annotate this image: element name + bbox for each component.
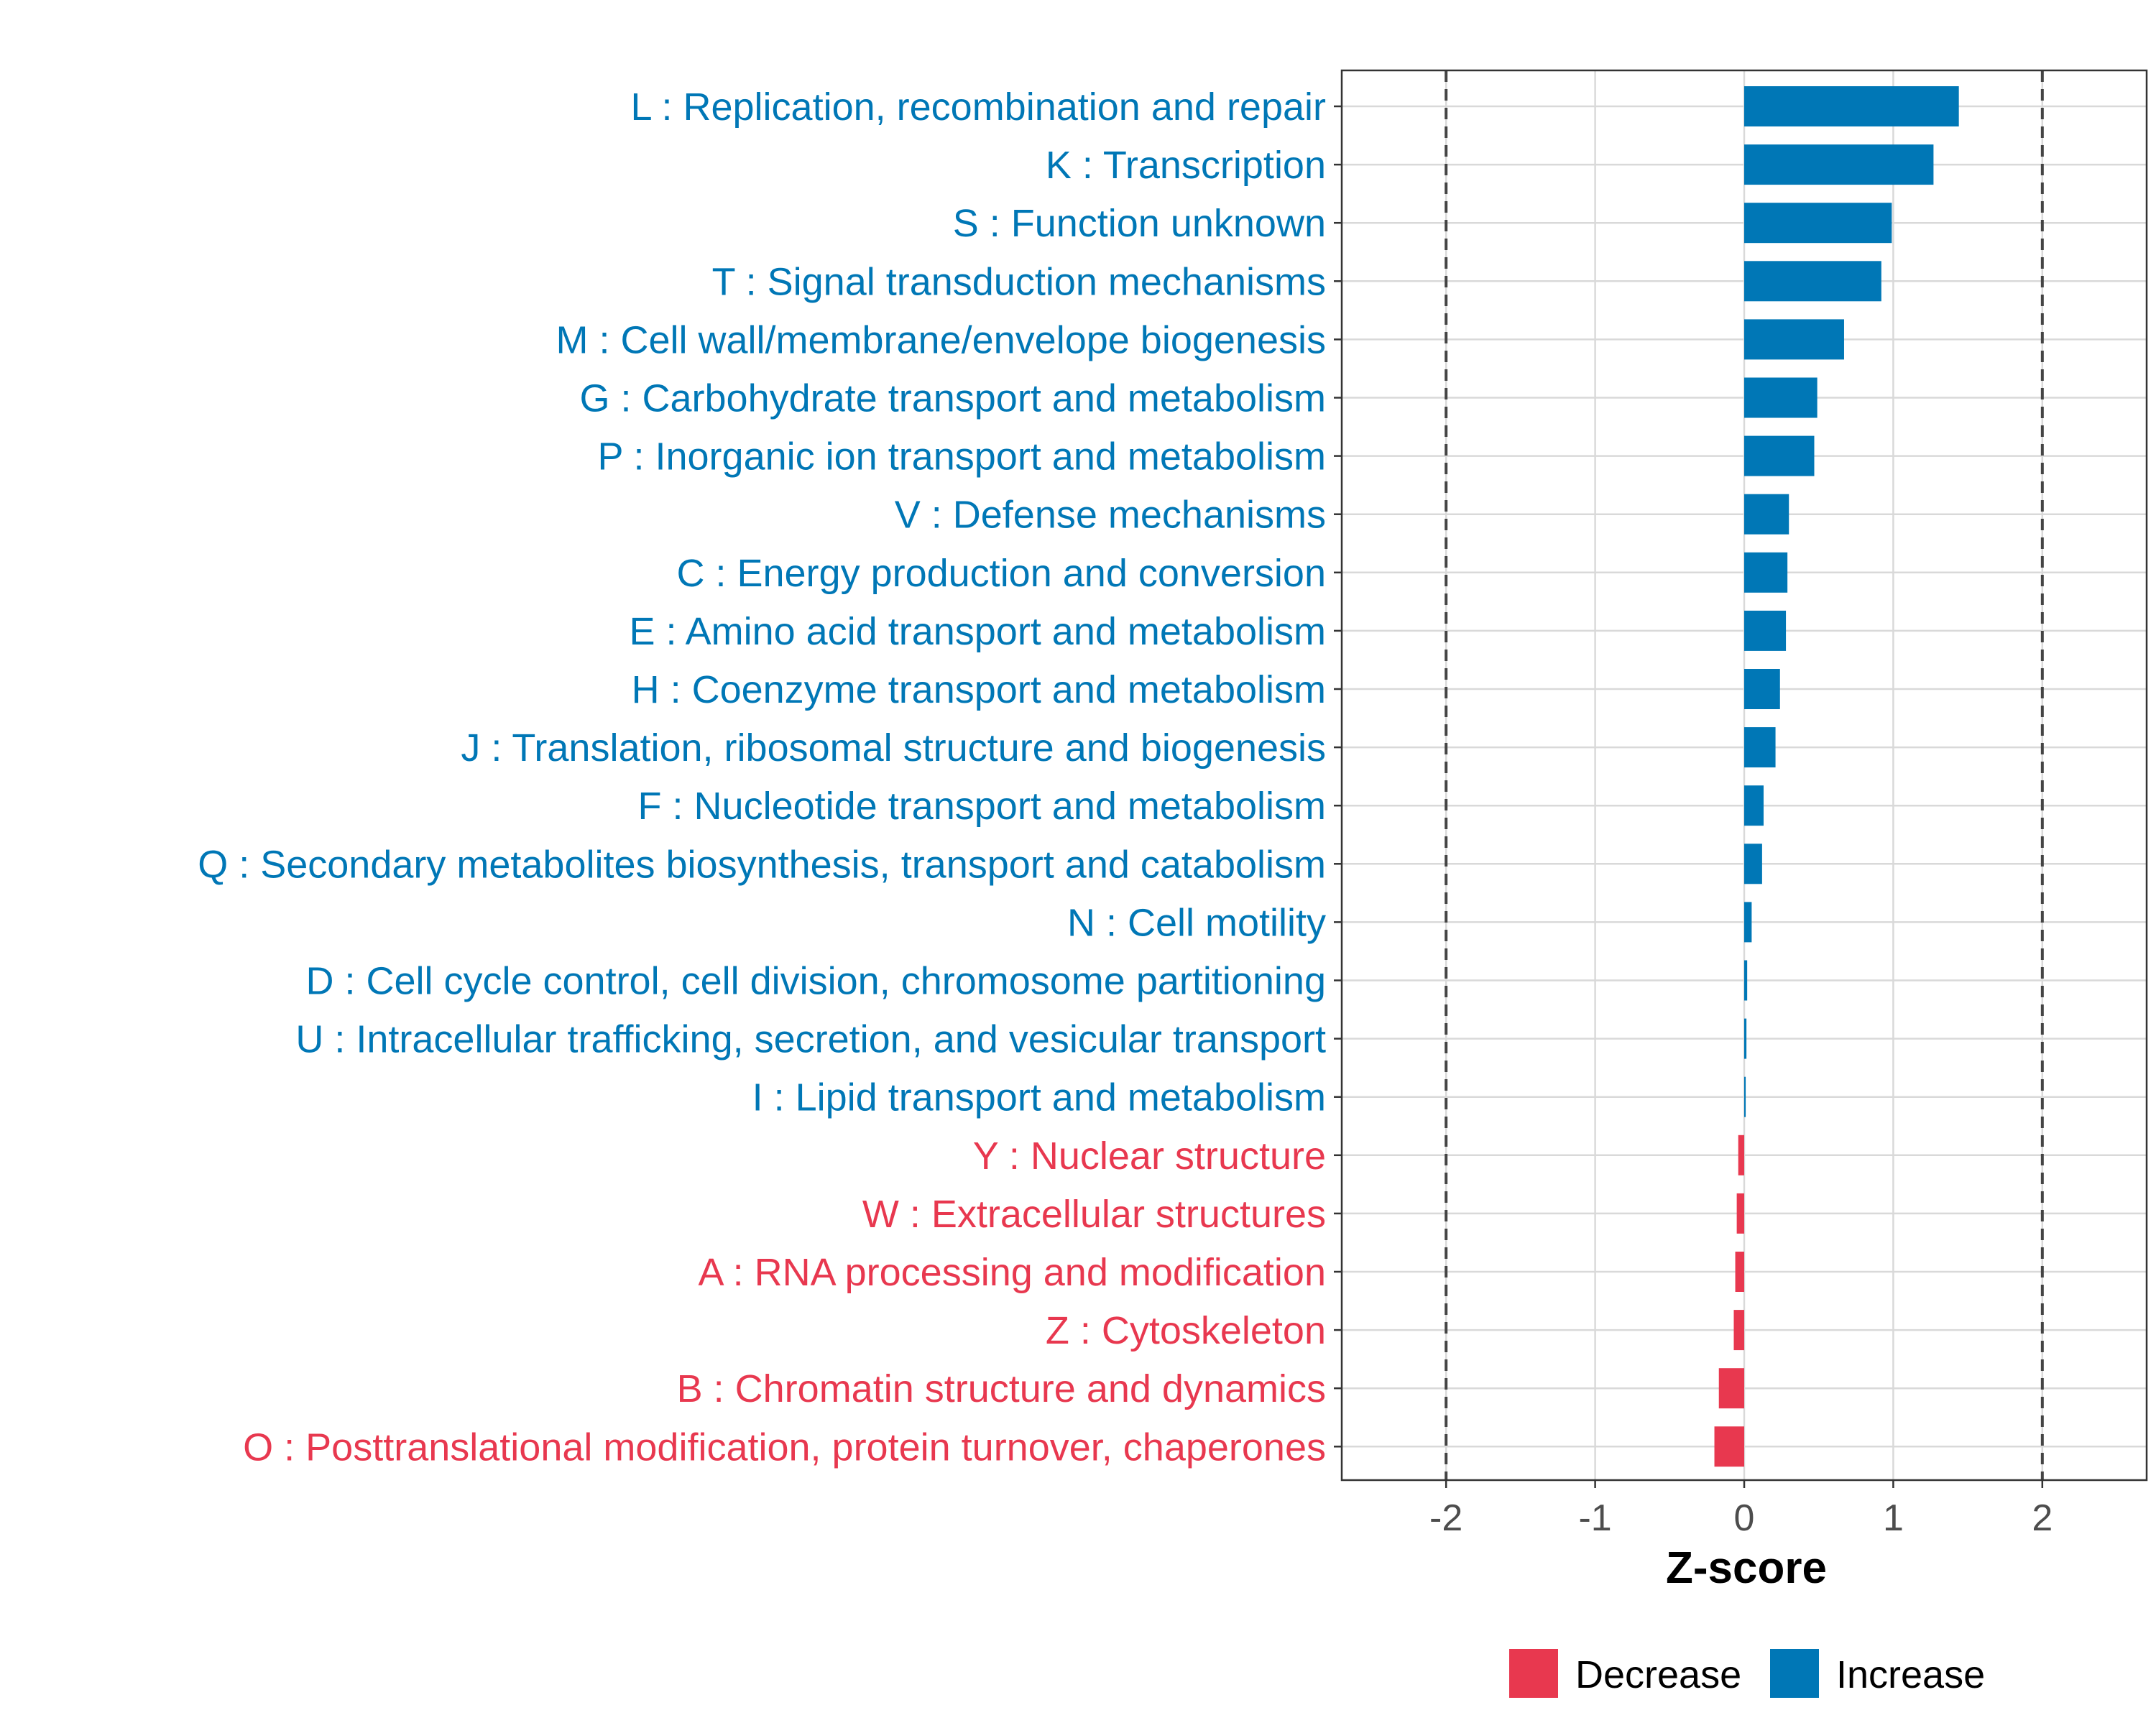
bar <box>1744 435 1815 476</box>
category-label: C : Energy production and conversion <box>676 552 1326 595</box>
bar <box>1744 1018 1747 1059</box>
reference-lines <box>1445 70 2044 1480</box>
category-label: J : Translation, ribosomal structure and… <box>461 726 1326 770</box>
bar <box>1733 1310 1744 1351</box>
legend-label: Increase <box>1836 1653 1985 1696</box>
bar-layer <box>1714 86 1959 1467</box>
category-label: O : Posttranslational modification, prot… <box>243 1426 1326 1469</box>
category-label: E : Amino acid transport and metabolism <box>630 610 1326 653</box>
category-label: K : Transcription <box>1046 144 1326 187</box>
y-axis: L : Replication, recombination and repai… <box>198 86 1342 1469</box>
x-tick-label: -2 <box>1429 1497 1462 1539</box>
bar <box>1744 552 1788 593</box>
category-label: H : Coenzyme transport and metabolism <box>632 668 1326 711</box>
bar <box>1744 144 1934 185</box>
bar <box>1735 1252 1744 1292</box>
category-label: M : Cell wall/membrane/envelope biogenes… <box>556 318 1326 361</box>
legend: Decrease Increase <box>1509 1649 1985 1698</box>
bar <box>1744 844 1762 884</box>
legend-key <box>1509 1649 1558 1698</box>
category-label: F : Nucleotide transport and metabolism <box>638 785 1326 828</box>
x-tick-label: -1 <box>1578 1497 1611 1539</box>
bar <box>1736 1193 1744 1234</box>
x-axis: -2 -1 0 1 2 <box>1429 1480 2053 1539</box>
bar <box>1744 494 1789 535</box>
category-label: Y : Nuclear structure <box>973 1135 1326 1178</box>
category-label: S : Function unknown <box>953 202 1326 245</box>
bar <box>1744 902 1752 943</box>
bar <box>1744 1076 1746 1117</box>
category-label: G : Carbohydrate transport and metabolis… <box>580 377 1327 420</box>
category-label: B : Chromatin structure and dynamics <box>677 1367 1326 1410</box>
category-label: N : Cell motility <box>1067 901 1326 944</box>
legend-key <box>1770 1649 1819 1698</box>
bar <box>1744 960 1748 1001</box>
bar <box>1718 1368 1744 1409</box>
category-label: L : Replication, recombination and repai… <box>630 86 1326 129</box>
category-label: I : Lipid transport and metabolism <box>752 1076 1326 1119</box>
category-label: Q : Secondary metabolites biosynthesis, … <box>198 843 1326 886</box>
bar <box>1744 86 1959 126</box>
bar <box>1744 610 1787 651</box>
bar <box>1744 785 1764 826</box>
category-label: W : Extracellular structures <box>862 1193 1326 1236</box>
category-label: Z : Cytoskeleton <box>1046 1309 1326 1352</box>
x-tick-label: 2 <box>2032 1497 2053 1539</box>
bar <box>1744 727 1776 768</box>
bar <box>1738 1135 1744 1175</box>
category-label: D : Cell cycle control, cell division, c… <box>305 960 1326 1003</box>
bar <box>1744 261 1881 302</box>
legend-label: Decrease <box>1575 1653 1741 1696</box>
bar <box>1744 669 1780 709</box>
category-label: U : Intracellular trafficking, secretion… <box>295 1018 1326 1061</box>
bar <box>1744 319 1844 360</box>
x-tick-label: 0 <box>1734 1497 1755 1539</box>
bar <box>1744 203 1892 244</box>
category-label: V : Defense mechanisms <box>895 494 1326 537</box>
bar <box>1714 1426 1744 1467</box>
x-tick-label: 1 <box>1883 1497 1904 1539</box>
category-label: P : Inorganic ion transport and metaboli… <box>597 435 1326 479</box>
x-axis-title: Z-score <box>1666 1543 1827 1593</box>
bar <box>1744 377 1818 418</box>
category-label: T : Signal transduction mechanisms <box>712 260 1326 303</box>
category-label: A : RNA processing and modification <box>699 1251 1326 1294</box>
